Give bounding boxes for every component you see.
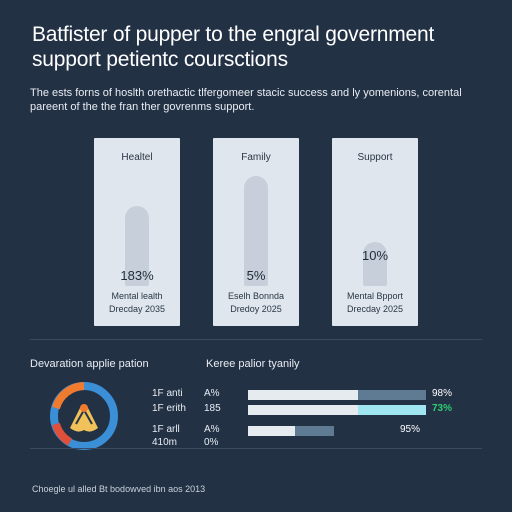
card-value: 10% [361, 248, 389, 263]
card-label: Healtel [121, 152, 153, 163]
card-subtitle-line2: Drecday 2025 [346, 304, 404, 314]
stat-row: 410m 0% [152, 437, 472, 451]
donut-hands-icon [50, 382, 118, 450]
progress-tail [358, 405, 426, 415]
row-value: A% [204, 388, 220, 399]
row-value: 185 [204, 403, 221, 414]
progress-fill [248, 405, 359, 415]
card-health: Healtel 183% Mental lealth Drecday 2035 [94, 138, 180, 326]
progress-bar [248, 426, 334, 436]
card-value: 5% [246, 268, 266, 283]
progress-tail [295, 426, 334, 436]
left-section-title: Devaration applie pation [30, 358, 149, 370]
divider [30, 339, 482, 340]
progress-fill [248, 390, 359, 400]
progress-tail [358, 390, 426, 400]
card-subtitle-line2: Drecday 2035 [108, 304, 166, 314]
row-value: A% [204, 424, 220, 435]
card-subtitle-line2: Dredoy 2025 [230, 304, 282, 314]
card-subtitle: Mental Bpport Drecday 2025 [332, 290, 418, 316]
progress-bar [248, 405, 426, 415]
card-level-bar [244, 176, 268, 286]
card-support: Support 10% Mental Bpport Drecday 2025 [332, 138, 418, 326]
row-value: 0% [204, 437, 219, 448]
row-percent-highlight: 73% [432, 403, 453, 414]
card-level-bar [125, 206, 149, 286]
progress-bar [248, 390, 426, 400]
row-label: 1F arll [152, 424, 180, 435]
card-subtitle-line1: Mental lealth [111, 291, 163, 301]
card-subtitle-line1: Eselh Bonnda [227, 291, 285, 301]
card-value: 183% [120, 268, 154, 283]
right-section-title: Keree palior tyanily [206, 358, 300, 370]
footer-note: Choegle ul alled Bt bodowved ibn aos 201… [32, 484, 206, 494]
page-description: The ests forns of hoslth orethactic tlfe… [30, 87, 462, 113]
progress-fill [248, 426, 296, 436]
card-subtitle-line1: Mental Bpport [346, 291, 404, 301]
stat-row: 1F anti A% 98% [152, 388, 472, 402]
page-title: Batfister of pupper to the engral govern… [32, 23, 435, 71]
row-label: 1F erith [152, 403, 186, 414]
stat-row: 1F erith 185 73% [152, 403, 472, 417]
card-label: Support [357, 152, 393, 163]
row-label: 1F anti [152, 388, 183, 399]
row-label: 410m [152, 437, 178, 448]
card-subtitle: Mental lealth Drecday 2035 [94, 290, 180, 316]
stat-row: 1F arll A% 95% [152, 424, 472, 438]
row-percent: 98% [432, 388, 453, 399]
divider [30, 448, 482, 449]
row-percent: 95% [400, 424, 421, 435]
card-level-bar [363, 242, 387, 286]
card-family: Family 5% Eselh Bonnda Dredoy 2025 [213, 138, 299, 326]
card-label: Family [241, 152, 271, 163]
card-subtitle: Eselh Bonnda Dredoy 2025 [213, 290, 299, 316]
